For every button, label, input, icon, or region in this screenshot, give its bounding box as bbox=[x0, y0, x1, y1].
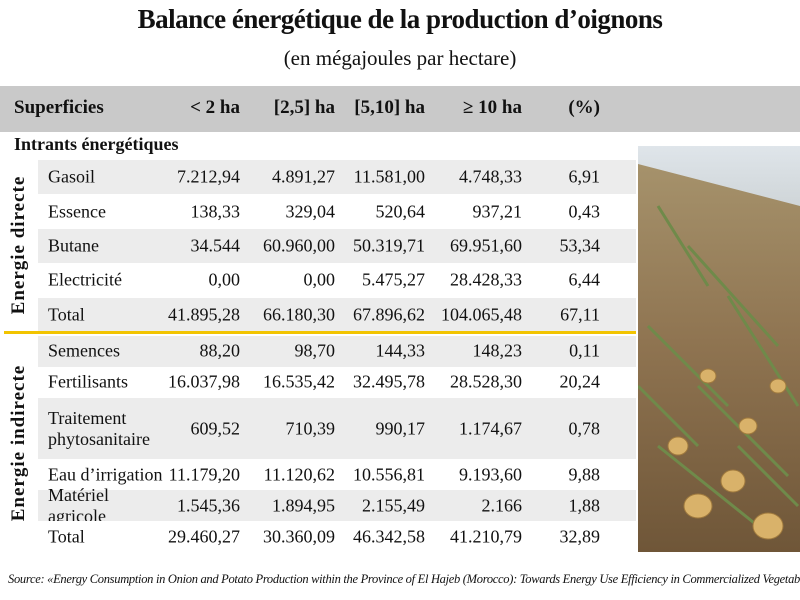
cell-value: 11.120,62 bbox=[263, 464, 335, 485]
row-label: Matériel agricole bbox=[48, 484, 109, 526]
header-band bbox=[0, 86, 800, 132]
cell-value: 66.180,30 bbox=[263, 304, 335, 325]
column-header: ≥ 10 ha bbox=[463, 97, 522, 118]
cell-value: 1,88 bbox=[568, 495, 601, 516]
source: Source: «Energy Consumption in Onion and… bbox=[8, 572, 800, 586]
subtitle: (en mégajoules par hectare) bbox=[283, 46, 517, 70]
cell-value: 1.894,95 bbox=[272, 495, 335, 516]
photo bbox=[638, 146, 800, 552]
cell-value: 98,70 bbox=[294, 340, 336, 361]
cell-value: 0,00 bbox=[208, 269, 241, 290]
cell-value: 1.545,36 bbox=[177, 495, 240, 516]
cell-value: 148,23 bbox=[472, 340, 523, 361]
table-row: Electricité 0,00 0,00 5.475,27 28.428,33 6,44 bbox=[38, 263, 636, 298]
cell-value: 34.544 bbox=[190, 235, 241, 256]
table-row: Essence 138,33 329,04 520,64 937,21 0,43 bbox=[38, 194, 636, 229]
group-label: Energie indirecte bbox=[8, 364, 29, 522]
table-row: Traitement phytosanitaire 609,52 710,39 990… bbox=[38, 397, 636, 460]
title: Balance énergétique de la production d’o… bbox=[137, 4, 663, 34]
cell-value: 990,17 bbox=[375, 418, 426, 439]
row-label: Electricité bbox=[48, 269, 122, 290]
cell-value: 41.210,79 bbox=[450, 526, 522, 547]
cell-value: 2.155,49 bbox=[362, 495, 425, 516]
cell-value: 144,33 bbox=[375, 340, 426, 361]
row-label: Eau d’irrigation bbox=[48, 464, 163, 485]
row-label: Total bbox=[48, 526, 85, 547]
table-row: Fertilisants 16.037,98 16.535,42 32.495,78 2… bbox=[38, 366, 636, 398]
cell-value: 4.891,27 bbox=[272, 166, 335, 187]
cell-value: 41.895,28 bbox=[168, 304, 240, 325]
cell-value: 20,24 bbox=[559, 371, 601, 392]
divider bbox=[4, 331, 636, 334]
cell-value: 10.556,81 bbox=[353, 464, 425, 485]
cell-value: 29.460,27 bbox=[168, 526, 240, 547]
cell-value: 69.951,60 bbox=[450, 235, 522, 256]
cell-value: 104.065,48 bbox=[441, 304, 522, 325]
table-row: Butane 34.544 60.960,00 50.319,71 69.951,60 5… bbox=[38, 228, 636, 264]
cell-value: 7.212,94 bbox=[177, 166, 240, 187]
cell-value: 88,20 bbox=[199, 340, 241, 361]
row-label: Butane bbox=[48, 235, 99, 256]
cell-value: 46.342,58 bbox=[353, 526, 425, 547]
cell-value: 50.319,71 bbox=[353, 235, 425, 256]
cell-value: 28.428,33 bbox=[450, 269, 522, 290]
table-row: Gasoil 7.212,94 4.891,27 11.581,00 4.748,33 6… bbox=[38, 160, 636, 195]
cell-value: 2.166 bbox=[481, 495, 523, 516]
column-header: (%) bbox=[568, 97, 600, 118]
cell-value: 6,44 bbox=[568, 269, 601, 290]
cell-value: 53,34 bbox=[559, 235, 601, 256]
cell-value: 6,91 bbox=[568, 166, 601, 187]
cell-value: 16.535,42 bbox=[263, 371, 335, 392]
cell-value: 4.748,33 bbox=[459, 166, 522, 187]
cell-value: 11.581,00 bbox=[353, 166, 425, 187]
cell-value: 11.179,20 bbox=[168, 464, 240, 485]
cell-value: 32,89 bbox=[559, 526, 601, 547]
column-header: Superficies bbox=[14, 97, 104, 118]
cell-value: 5.475,27 bbox=[362, 269, 425, 290]
cell-value: 16.037,98 bbox=[168, 371, 240, 392]
cell-value: 30.360,09 bbox=[263, 526, 335, 547]
column-header: [5,10] ha bbox=[354, 97, 425, 118]
cell-value: 609,52 bbox=[190, 418, 241, 439]
cell-value: 138,33 bbox=[190, 201, 241, 222]
cell-value: 0,11 bbox=[569, 340, 600, 361]
row-label: Semences bbox=[48, 340, 120, 361]
row-label: Gasoil bbox=[48, 166, 95, 187]
row-label: Essence bbox=[48, 201, 106, 222]
cell-value: 329,04 bbox=[285, 201, 336, 222]
table-row: Semences 88,20 98,70 144,33 148,23 0,11 bbox=[38, 336, 636, 367]
section-label: Intrants énergétiques bbox=[14, 134, 179, 154]
column-header: [2,5] ha bbox=[273, 97, 335, 118]
cell-value: 937,21 bbox=[472, 201, 523, 222]
cell-value: 32.495,78 bbox=[353, 371, 425, 392]
cell-value: 0,00 bbox=[303, 269, 336, 290]
table-row: Total 41.895,28 66.180,30 67.896,62 104.065,… bbox=[38, 297, 636, 332]
cell-value: 67,11 bbox=[560, 304, 600, 325]
cell-value: 1.174,67 bbox=[459, 418, 522, 439]
column-header: < 2 ha bbox=[190, 97, 240, 118]
cell-value: 0,43 bbox=[568, 201, 601, 222]
cell-value: 710,39 bbox=[285, 418, 336, 439]
cell-value: 67.896,62 bbox=[353, 304, 425, 325]
table-row: Eau d’irrigation 11.179,20 11.120,62 10.556… bbox=[38, 459, 636, 491]
cell-value: 9.193,60 bbox=[459, 464, 522, 485]
table-row: Total 29.460,27 30.360,09 46.342,58 41.210,7… bbox=[38, 521, 636, 552]
row-label: Traitement phytosanitaire bbox=[48, 407, 150, 449]
table-row: Matériel agricole 1.545,36 1.894,95 2.155,4… bbox=[38, 485, 636, 526]
cell-value: 28.528,30 bbox=[450, 371, 522, 392]
row-label: Fertilisants bbox=[48, 371, 128, 392]
cell-value: 520,64 bbox=[375, 201, 426, 222]
cell-value: 0,78 bbox=[568, 418, 601, 439]
row-label: Total bbox=[48, 304, 85, 325]
cell-value: 9,88 bbox=[568, 464, 601, 485]
cell-value: 60.960,00 bbox=[263, 235, 335, 256]
